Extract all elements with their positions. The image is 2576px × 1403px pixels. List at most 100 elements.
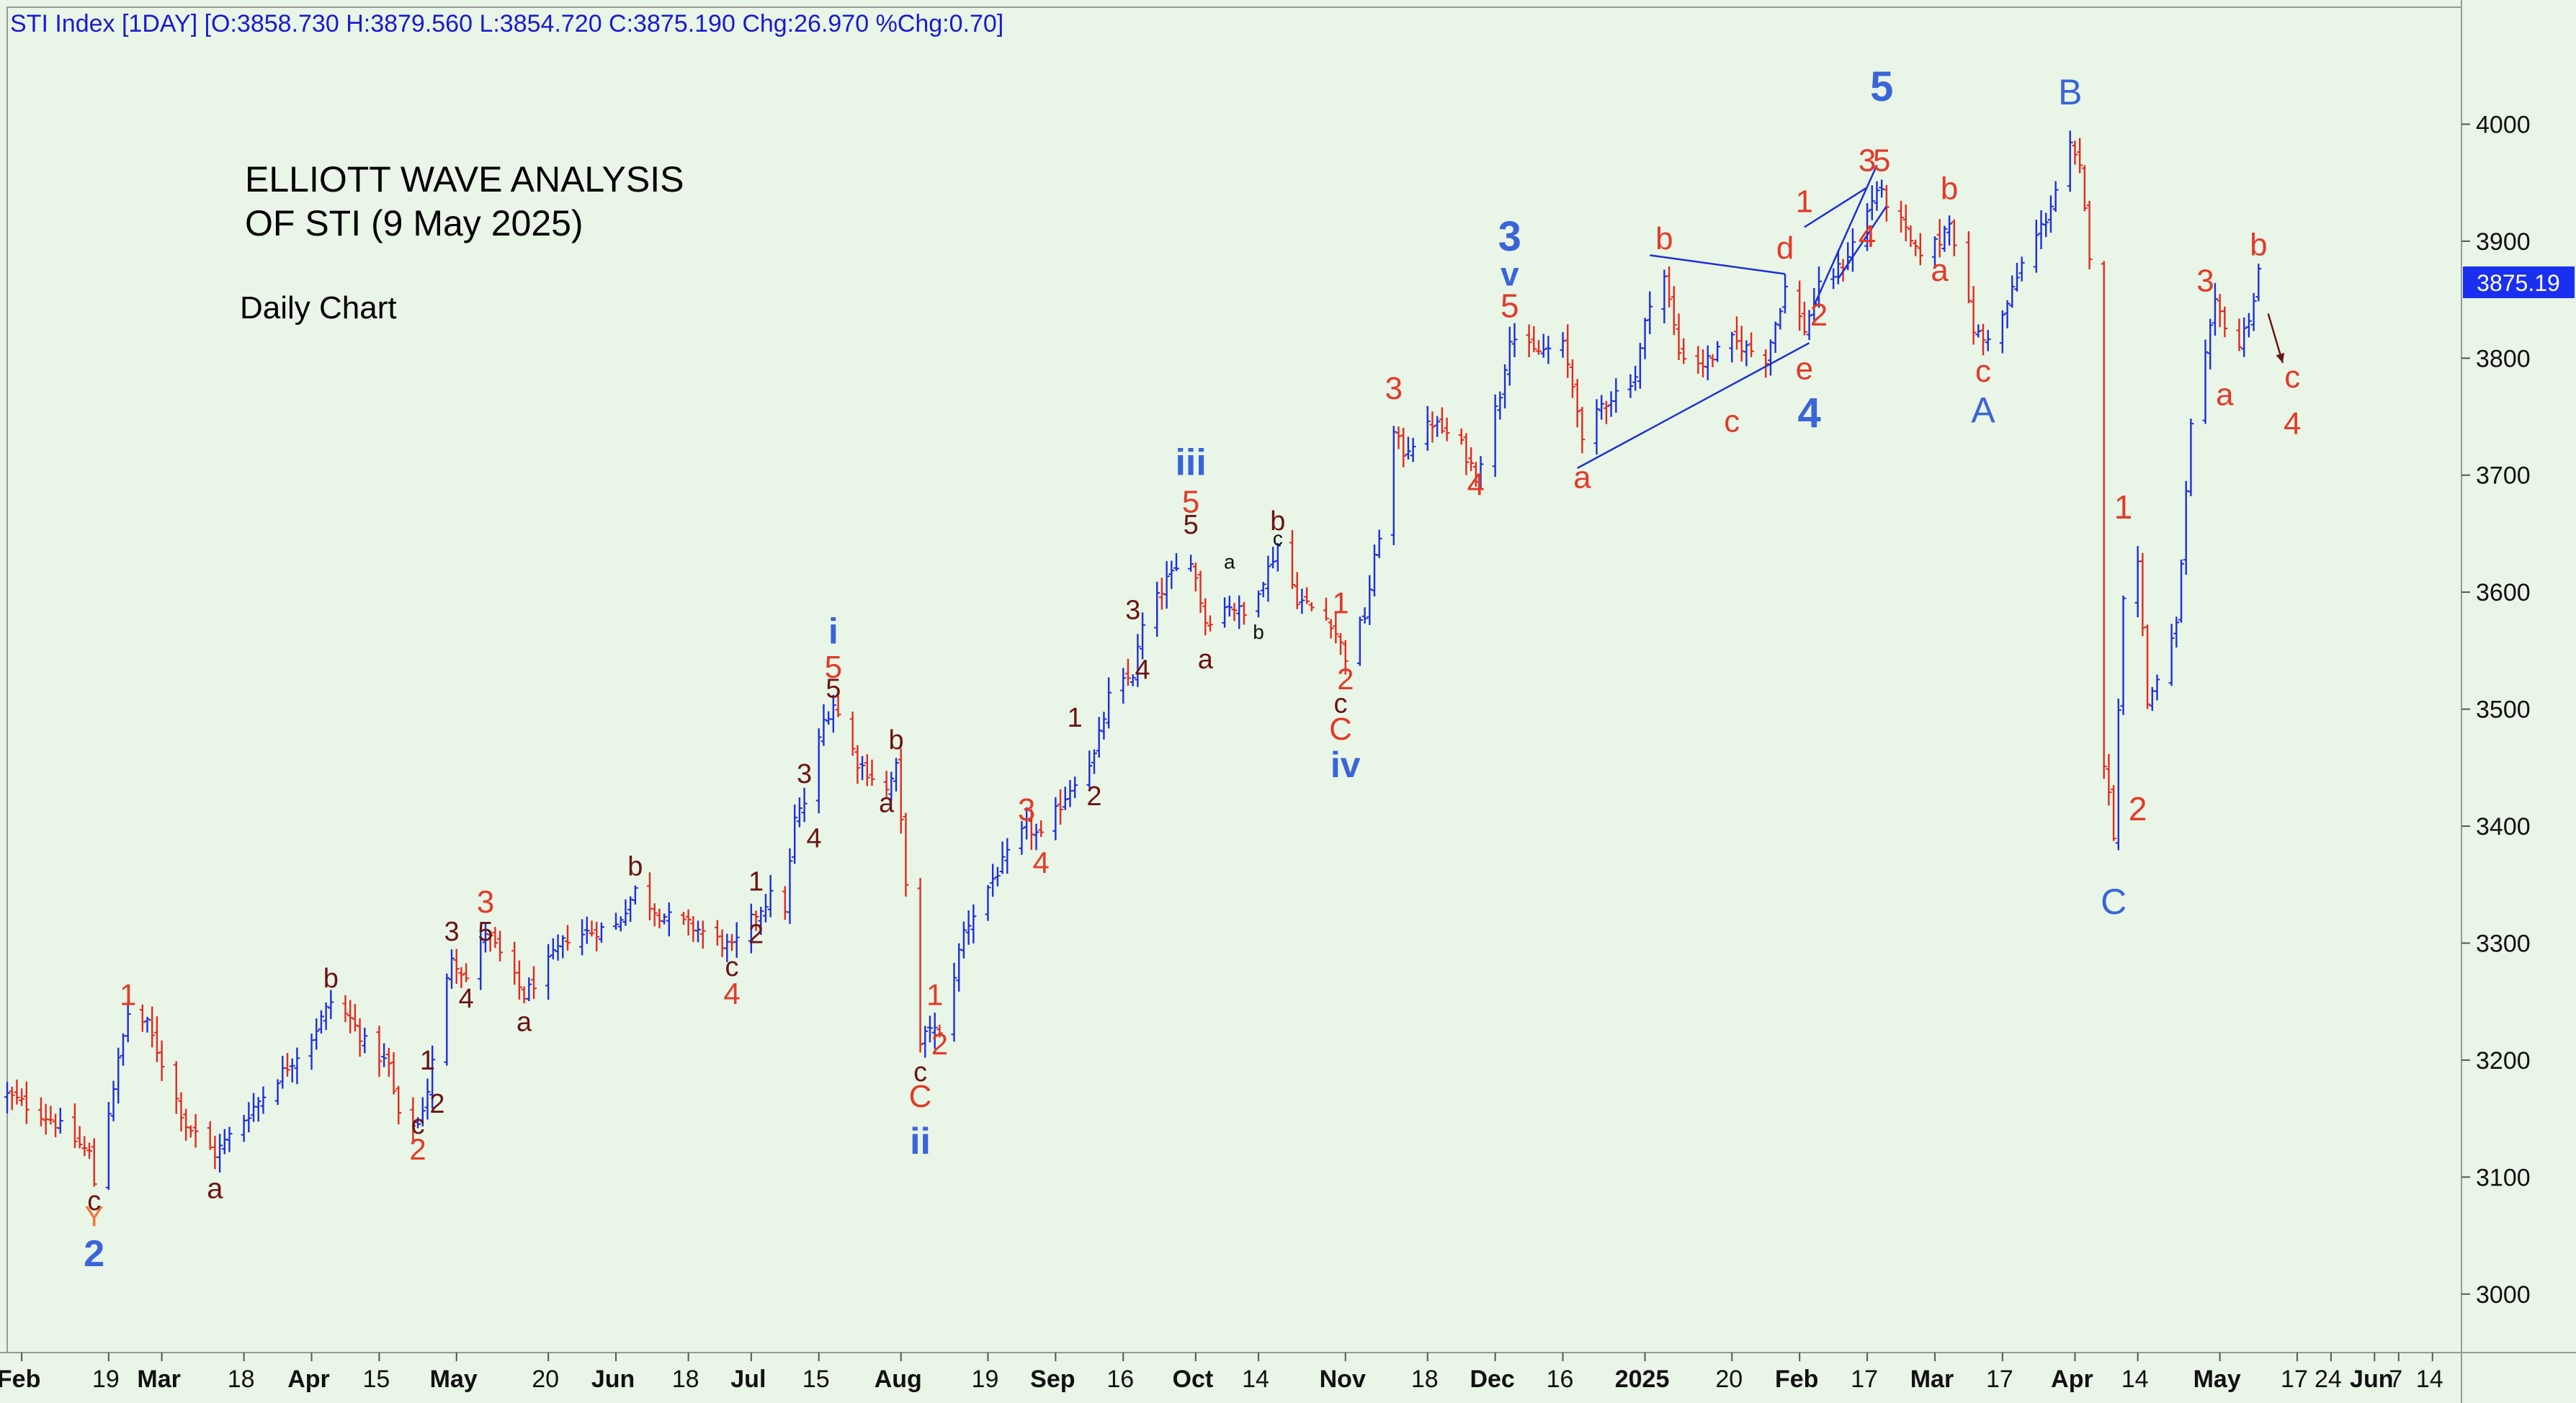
wave-label: b: [888, 725, 903, 756]
wave-label: 5: [1182, 485, 1199, 520]
wave-label: 3: [797, 759, 812, 789]
date-tick-label: Jul: [730, 1366, 766, 1393]
date-tick-label: 19: [92, 1366, 120, 1393]
wave-label: c: [725, 952, 739, 982]
date-tick-label: Dec: [1470, 1366, 1514, 1393]
wave-label: d: [1776, 230, 1794, 266]
date-tick-label: Feb: [0, 1366, 40, 1393]
price-tick-label: 3900: [2476, 228, 2531, 256]
trendline: [1837, 205, 1887, 279]
date-tick-label: Jun: [591, 1366, 635, 1393]
trendline: [1650, 254, 1786, 275]
wave-label: 2: [409, 1132, 426, 1166]
date-tick-label: 14: [2121, 1366, 2149, 1393]
wave-label: 3: [1498, 213, 1521, 260]
date-tick-label: Apr: [2051, 1366, 2093, 1393]
wave-label: 4: [1797, 390, 1820, 436]
wave-label: C: [1329, 712, 1352, 747]
date-tick-label: Feb: [1775, 1366, 1818, 1393]
wave-label: c: [1975, 354, 1991, 389]
wave-label: C: [2101, 882, 2126, 922]
last-price-tag: 3875.19: [2463, 266, 2575, 298]
ohlc-bars: [4, 130, 2262, 1191]
date-tick-label: 16: [1547, 1366, 1574, 1393]
projection-arrow-head: [2276, 352, 2285, 363]
annotation-title-line2: OF STI (9 May 2025): [245, 203, 583, 243]
wave-label: e: [1796, 351, 1813, 387]
wave-label: b: [1655, 221, 1673, 256]
wave-label: 4: [1135, 655, 1150, 685]
wave-label: 3: [1018, 792, 1035, 828]
date-tick-label: 14: [2416, 1366, 2443, 1393]
wave-label: Y: [84, 1201, 104, 1233]
wave-label: iii: [1175, 442, 1206, 484]
annotation-title-line1: ELLIOTT WAVE ANALYSIS: [245, 159, 684, 200]
date-tick-label: Mar: [1910, 1366, 1954, 1393]
wave-label: b: [627, 851, 643, 882]
wave-label: c: [2284, 359, 2300, 395]
wave-label: 1: [2114, 488, 2133, 526]
date-tick-label: 17: [1851, 1366, 1878, 1393]
wave-label: a: [1573, 460, 1591, 496]
wave-label: 2: [1337, 662, 1354, 696]
date-tick-label: 14: [1242, 1366, 1269, 1393]
trendlines: [1577, 164, 1887, 470]
date-tick-label: 18: [228, 1366, 255, 1393]
arrows: [2267, 313, 2285, 364]
price-tick-label: 3200: [2476, 1047, 2531, 1075]
trendline: [1577, 342, 1810, 470]
wave-label: i: [828, 611, 838, 652]
price-tick-label: 3400: [2476, 813, 2531, 841]
wave-label: c: [1724, 404, 1740, 439]
wave-label: 5: [1501, 287, 1519, 324]
price-tick-label: 3700: [2476, 462, 2531, 490]
date-tick-label: 18: [672, 1366, 699, 1393]
date-tick-label: Jun: [2350, 1366, 2393, 1393]
wave-label: ii: [910, 1121, 931, 1162]
wave-label: a: [1931, 253, 1949, 288]
wave-label: iv: [1331, 745, 1361, 785]
wave-label: 3: [2196, 264, 2214, 299]
annotation-subtitle: Daily Chart: [240, 290, 397, 326]
wave-label: 2: [84, 1233, 104, 1275]
wave-label: b: [1270, 506, 1285, 537]
wave-label: 3: [444, 917, 459, 947]
wave-label: 1: [748, 866, 764, 897]
date-tick-label: 19: [972, 1366, 999, 1393]
wave-label: 3: [1385, 371, 1403, 406]
wave-label: 2: [2129, 790, 2147, 828]
wave-label: c: [1273, 527, 1283, 550]
date-tick-label: Sep: [1030, 1366, 1075, 1393]
date-tick-label: 2025: [1615, 1366, 1670, 1393]
last-price-tag-box: [2463, 266, 2575, 298]
wave-label: 1: [926, 978, 943, 1012]
wave-label: 1: [120, 978, 136, 1012]
last-price-tag-text: 3875.19: [2477, 270, 2560, 296]
trendline: [1813, 164, 1878, 306]
wave-label: A: [1971, 390, 1995, 431]
price-tick-label: 3000: [2476, 1281, 2531, 1309]
wave-label: c: [913, 1057, 927, 1088]
wave-label: a: [516, 1007, 532, 1037]
date-tick-label: Oct: [1173, 1366, 1214, 1393]
wave-label: v: [1501, 256, 1519, 293]
date-tick-label: 16: [1106, 1366, 1134, 1393]
wave-label: c: [1334, 689, 1348, 719]
date-tick-label: 17: [1986, 1366, 2013, 1393]
wave-label: B: [2058, 72, 2082, 112]
date-tick-label: May: [2193, 1366, 2241, 1393]
wave-label: c: [411, 1110, 425, 1140]
wave-label: 5: [478, 917, 493, 947]
wave-label: 3: [1859, 143, 1876, 178]
wave-label: 2: [748, 919, 764, 949]
date-tick-label: 7: [2389, 1366, 2402, 1393]
wave-label: a: [1198, 645, 1214, 675]
wave-label: a: [879, 789, 895, 819]
price-tick-label: 4000: [2476, 111, 2531, 138]
wave-label: 5: [825, 650, 842, 685]
wave-label: a: [207, 1173, 223, 1205]
wave-label: b: [1941, 171, 1958, 206]
date-tick-label: 18: [1411, 1366, 1439, 1393]
date-tick-label: Aug: [875, 1366, 922, 1393]
date-tick-label: Mar: [137, 1366, 180, 1393]
